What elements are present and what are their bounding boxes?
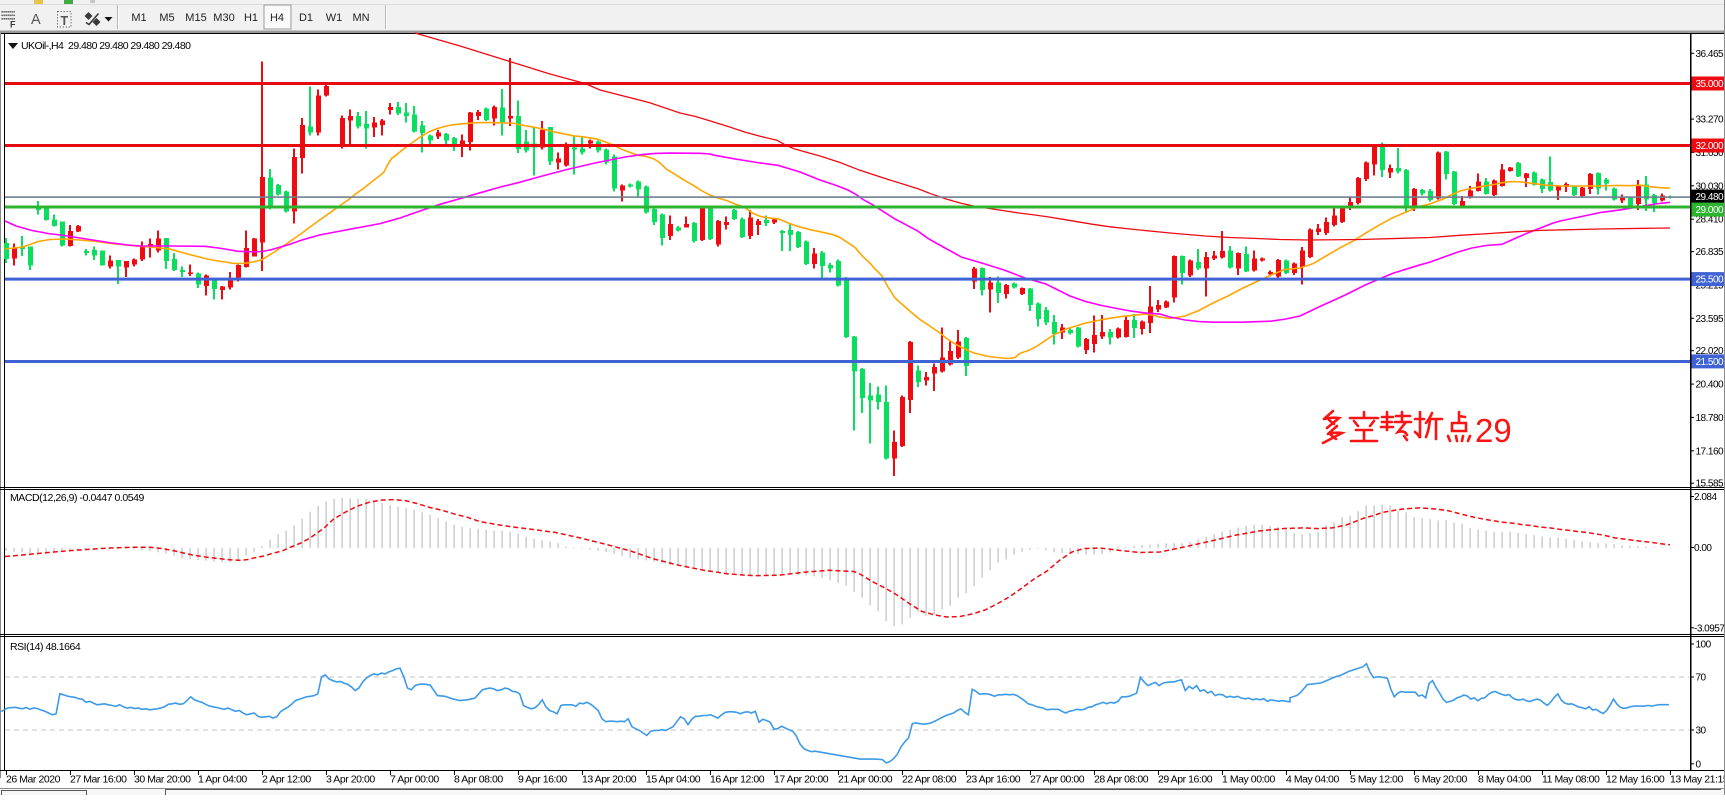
svg-text:F: F (10, 20, 16, 30)
svg-text:UKOil-,H4 29.480 29.480 29.48: UKOil-,H4 29.480 29.480 29.480 29.480 (21, 40, 191, 52)
svg-text:M30: M30 (213, 12, 234, 24)
svg-text:0.00: 0.00 (1694, 543, 1712, 554)
svg-text:22 Apr 08:00: 22 Apr 08:00 (902, 774, 957, 786)
svg-text:23 Apr 16:00: 23 Apr 16:00 (966, 774, 1021, 786)
svg-text:3 Apr 20:00: 3 Apr 20:00 (326, 774, 375, 786)
svg-text:100: 100 (1696, 640, 1712, 651)
svg-text:32.000: 32.000 (1696, 141, 1725, 152)
svg-text:29: 29 (1475, 412, 1512, 449)
svg-text:M5: M5 (159, 12, 174, 24)
svg-text:13 Apr 20:00: 13 Apr 20:00 (582, 774, 637, 786)
svg-text:20.400: 20.400 (1696, 380, 1725, 391)
svg-text:70: 70 (1696, 673, 1707, 684)
svg-text:27 Apr 00:00: 27 Apr 00:00 (1030, 774, 1085, 786)
svg-text:25.500: 25.500 (1696, 275, 1725, 286)
svg-text:RSI(14) 48.1664: RSI(14) 48.1664 (10, 641, 81, 653)
svg-text:18.780: 18.780 (1696, 413, 1725, 424)
svg-text:29.000: 29.000 (1696, 205, 1725, 216)
svg-text:4 May 04:00: 4 May 04:00 (1286, 774, 1339, 786)
svg-text:1 Apr 04:00: 1 Apr 04:00 (198, 774, 247, 786)
svg-text:6 May 20:00: 6 May 20:00 (1414, 774, 1467, 786)
svg-text:30: 30 (1696, 726, 1707, 737)
svg-text:7 Apr 00:00: 7 Apr 00:00 (390, 774, 439, 786)
svg-text:W1: W1 (326, 12, 343, 24)
svg-text:23.595: 23.595 (1696, 314, 1725, 325)
svg-text:21.500: 21.500 (1696, 357, 1725, 368)
svg-text:T: T (61, 14, 69, 28)
svg-text:M1: M1 (131, 12, 146, 24)
svg-text:8 May 04:00: 8 May 04:00 (1478, 774, 1531, 786)
svg-text:12 May 16:00: 12 May 16:00 (1606, 774, 1665, 786)
svg-text:M15: M15 (185, 12, 206, 24)
svg-text:9 Apr 16:00: 9 Apr 16:00 (518, 774, 567, 786)
svg-text:28 Apr 08:00: 28 Apr 08:00 (1094, 774, 1149, 786)
svg-text:15 Apr 04:00: 15 Apr 04:00 (646, 774, 701, 786)
svg-text:5 May 12:00: 5 May 12:00 (1350, 774, 1403, 786)
svg-text:16 Apr 12:00: 16 Apr 12:00 (710, 774, 765, 786)
svg-text:26 Mar 2020: 26 Mar 2020 (6, 774, 61, 786)
svg-text:A: A (31, 12, 41, 28)
svg-text:17.160: 17.160 (1696, 446, 1725, 457)
svg-text:1 May 00:00: 1 May 00:00 (1222, 774, 1275, 786)
svg-text:H4: H4 (270, 12, 284, 24)
svg-text:36.465: 36.465 (1696, 49, 1725, 60)
svg-text:27 Mar 16:00: 27 Mar 16:00 (70, 774, 127, 786)
svg-text:MACD(12,26,9) -0.0447 0.0549: MACD(12,26,9) -0.0447 0.0549 (10, 492, 145, 504)
svg-text:2 Apr 12:00: 2 Apr 12:00 (262, 774, 311, 786)
svg-text:35.000: 35.000 (1696, 79, 1725, 90)
svg-text:-3.0957: -3.0957 (1694, 623, 1725, 634)
svg-text:D1: D1 (299, 12, 313, 24)
svg-text:33.270: 33.270 (1696, 115, 1725, 126)
svg-text:29.480: 29.480 (1696, 192, 1725, 203)
svg-text:29 Apr 16:00: 29 Apr 16:00 (1158, 774, 1213, 786)
svg-text:30 Mar 20:00: 30 Mar 20:00 (134, 774, 191, 786)
svg-text:11 May 08:00: 11 May 08:00 (1542, 774, 1600, 786)
svg-text:21 Apr 00:00: 21 Apr 00:00 (838, 774, 893, 786)
svg-text:MN: MN (352, 12, 369, 24)
svg-text:26.835: 26.835 (1696, 247, 1725, 258)
svg-text:13 May 21:15: 13 May 21:15 (1670, 774, 1725, 786)
svg-text:8 Apr 08:00: 8 Apr 08:00 (454, 774, 503, 786)
svg-text:17 Apr 20:00: 17 Apr 20:00 (774, 774, 829, 786)
svg-text:15.585: 15.585 (1696, 479, 1725, 490)
svg-text:H1: H1 (244, 12, 258, 24)
svg-text:2.084: 2.084 (1694, 492, 1717, 503)
